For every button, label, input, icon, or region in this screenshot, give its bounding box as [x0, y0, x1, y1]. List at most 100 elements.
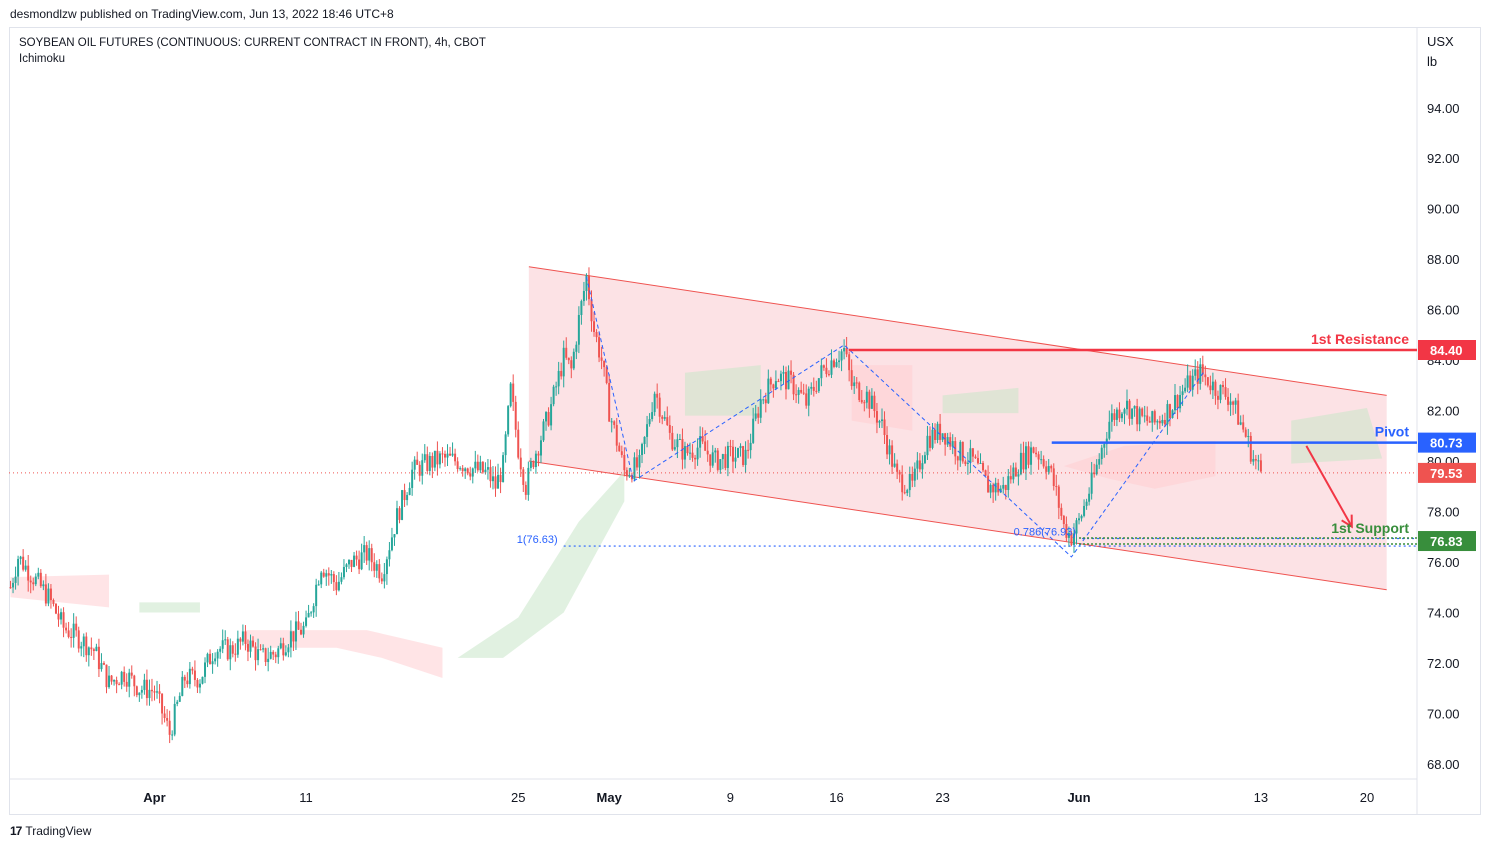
- candle-body: [224, 639, 227, 641]
- candle-body: [971, 448, 974, 457]
- candle-body: [893, 463, 896, 467]
- candle-body: [509, 383, 512, 407]
- candle-body: [759, 399, 762, 418]
- candle-body: [226, 639, 229, 660]
- candle-body: [459, 468, 462, 470]
- candle-body: [1108, 421, 1111, 439]
- candle-body: [1118, 409, 1121, 419]
- candle-body: [853, 382, 856, 387]
- candle-body: [921, 463, 924, 470]
- candle-body: [987, 475, 990, 493]
- candle-body: [1050, 466, 1053, 469]
- candle-body: [565, 347, 568, 358]
- candle-body: [754, 413, 757, 419]
- ichimoku-cloud-bull: [1291, 408, 1383, 464]
- forecast-arrow-shaft: [1305, 445, 1353, 528]
- candle-body: [519, 457, 522, 470]
- candle-body: [762, 399, 765, 401]
- candle-body: [1211, 381, 1214, 391]
- candle-body: [992, 484, 995, 493]
- candle-body: [75, 623, 78, 631]
- candle-body: [413, 459, 416, 470]
- candle-body: [191, 668, 194, 671]
- candle-body: [1229, 401, 1232, 405]
- candle-body: [593, 321, 596, 333]
- time-tick-label: Jun: [1067, 790, 1090, 805]
- indicator-name[interactable]: Ichimoku: [19, 53, 66, 65]
- candle-body: [625, 470, 628, 477]
- candle-body: [709, 454, 712, 466]
- level-name-label: 1st Resistance: [1311, 331, 1409, 347]
- candle-body: [214, 658, 217, 662]
- candle-body: [1209, 385, 1212, 391]
- candle-body: [1115, 409, 1118, 420]
- candle-body: [1019, 452, 1022, 475]
- candle-body: [815, 390, 818, 392]
- candle-body: [1067, 532, 1070, 538]
- candle-body: [153, 691, 156, 693]
- candle-body: [903, 492, 906, 494]
- candle-body: [57, 613, 60, 620]
- candle-body: [539, 440, 542, 456]
- candle-body: [300, 629, 303, 635]
- candle-body: [1179, 395, 1182, 409]
- candle-body: [785, 371, 788, 390]
- candle-body: [456, 461, 459, 470]
- candle-body: [1194, 369, 1197, 376]
- candle-body: [949, 437, 952, 447]
- candle-body: [721, 454, 724, 460]
- candle-body: [676, 439, 679, 448]
- candle-body: [961, 441, 964, 462]
- candle-body: [643, 436, 646, 445]
- candle-body: [812, 386, 815, 391]
- candle-body: [24, 565, 27, 570]
- price-tick-label: 68.00: [1427, 757, 1460, 772]
- candle-body: [577, 314, 580, 345]
- candle-body: [575, 344, 578, 352]
- candle-body: [390, 537, 393, 551]
- fib-level-label: 1(76.63): [517, 534, 558, 546]
- candle-body: [777, 381, 780, 383]
- candle-body: [532, 461, 535, 468]
- candle-body: [178, 695, 181, 702]
- candle-body: [161, 693, 164, 714]
- candle-body: [365, 545, 368, 561]
- price-tick-label: 94.00: [1427, 101, 1460, 116]
- candle-body: [479, 461, 482, 471]
- candle-body: [507, 406, 510, 435]
- price-tag-label: 76.83: [1430, 534, 1463, 549]
- candle-body: [572, 351, 575, 369]
- candle-body: [47, 588, 50, 604]
- candle-body: [269, 651, 272, 659]
- candle-body: [1151, 411, 1154, 423]
- candle-body: [1045, 466, 1048, 472]
- candle-body: [633, 457, 636, 480]
- candle-body: [1171, 410, 1174, 418]
- price-tick-label: 86.00: [1427, 303, 1460, 318]
- candle-body: [648, 419, 651, 425]
- candle-body: [545, 412, 548, 422]
- candle-body: [72, 623, 75, 638]
- candle-body: [807, 388, 810, 406]
- candle-body: [262, 648, 265, 650]
- fib-level-label: 0.786(76.93): [1014, 527, 1076, 539]
- candle-body: [289, 631, 292, 648]
- candle-body: [486, 467, 489, 470]
- symbol-title[interactable]: SOYBEAN OIL FUTURES (CONTINUOUS: CURRENT…: [19, 37, 486, 49]
- candle-body: [236, 638, 239, 655]
- candle-body: [737, 448, 740, 458]
- candle-body: [44, 584, 47, 604]
- candle-body: [840, 351, 843, 361]
- candle-body: [994, 482, 997, 493]
- candle-body: [345, 564, 348, 567]
- time-tick-label: 25: [511, 790, 525, 805]
- candle-body: [918, 460, 921, 470]
- candle-body: [964, 461, 967, 464]
- price-chart[interactable]: 1(76.63) 0.786(76.93) 1st Resistance Pivot 1…: [9, 27, 1481, 815]
- tradingview-logo[interactable]: 17 TradingView: [10, 824, 91, 838]
- candle-body: [582, 291, 585, 302]
- candle-body: [605, 367, 608, 383]
- candle-body: [355, 555, 358, 560]
- candle-body: [502, 455, 505, 482]
- candle-body: [1004, 484, 1007, 490]
